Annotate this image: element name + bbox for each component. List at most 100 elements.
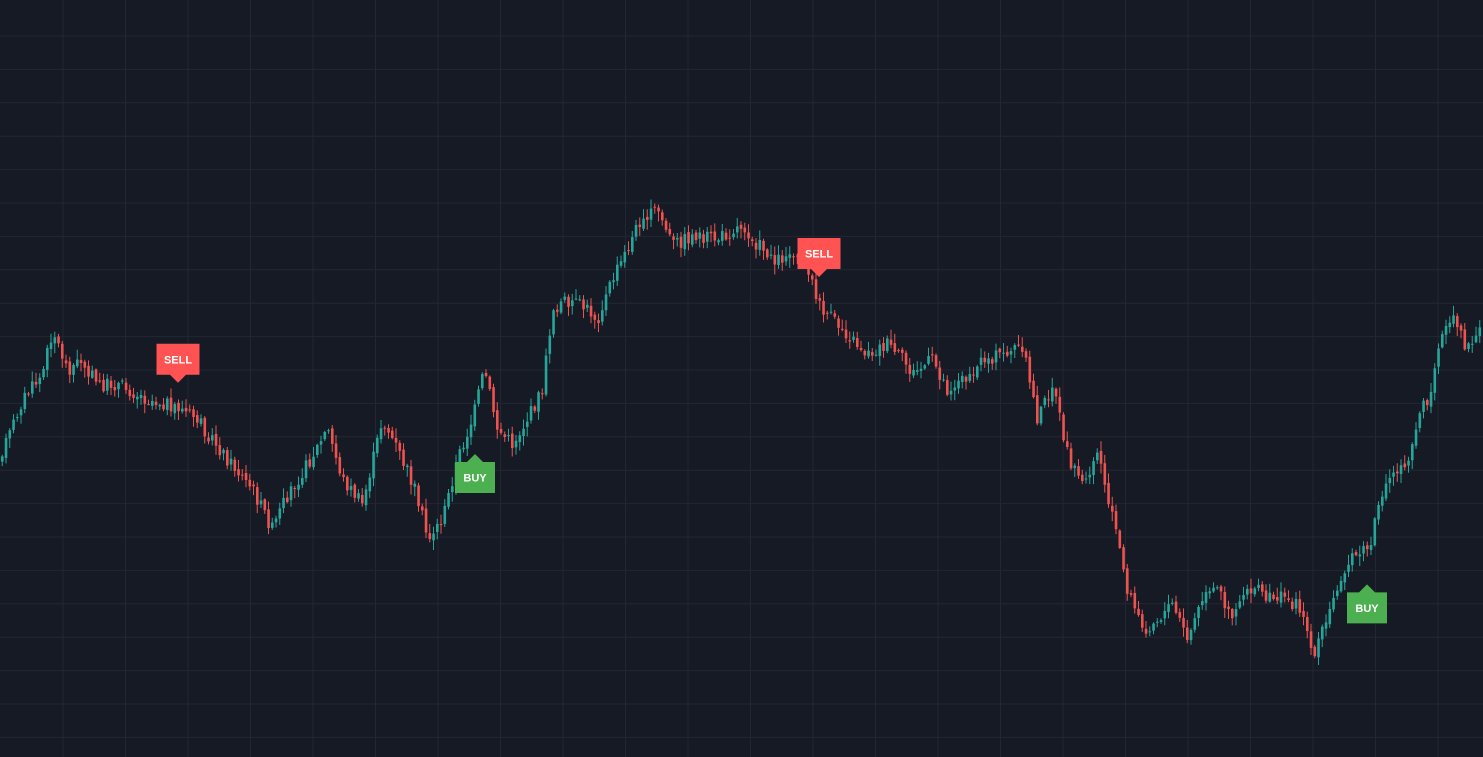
candle-body	[942, 379, 945, 381]
candle-body	[664, 220, 668, 230]
candle-body	[961, 375, 964, 382]
candle-body	[222, 449, 225, 454]
candle-body	[147, 404, 150, 406]
candle-body	[1354, 552, 1358, 556]
candle-body	[169, 397, 173, 412]
candle-body	[462, 447, 465, 450]
candle-body	[874, 354, 878, 356]
candle-body	[1201, 601, 1204, 606]
candle-body	[634, 224, 638, 237]
candle-body	[263, 499, 267, 511]
candle-body	[578, 299, 582, 301]
candle-body	[826, 312, 829, 314]
candle-body	[181, 408, 184, 412]
candle-body	[1253, 588, 1257, 595]
candle-body	[1144, 628, 1148, 634]
candle-body	[1013, 345, 1017, 350]
candle-body	[848, 340, 852, 342]
candle-body	[1351, 553, 1354, 566]
candle-body	[282, 497, 285, 509]
candle-body	[1343, 573, 1347, 583]
candle-body	[1388, 477, 1392, 484]
candle-body	[788, 254, 792, 258]
candle-body	[68, 361, 72, 375]
candle-body	[113, 387, 117, 391]
candle-body	[1287, 598, 1290, 600]
candle-body	[364, 489, 368, 506]
candle-body	[1084, 478, 1088, 480]
candle-body	[548, 335, 552, 354]
candle-body	[762, 240, 765, 251]
candle-body	[1407, 460, 1410, 466]
candle-body	[488, 376, 492, 389]
candle-body	[597, 320, 600, 324]
candle-body	[492, 387, 495, 413]
candle-body	[571, 300, 574, 306]
candle-body	[42, 369, 45, 378]
candle-body	[702, 234, 705, 243]
candle-body	[747, 232, 750, 239]
candle-body	[91, 370, 94, 378]
sell-signal-label: SELL	[164, 354, 192, 366]
candle-body	[818, 298, 822, 301]
candle-body	[481, 374, 484, 389]
candle-body	[983, 357, 987, 363]
candle-body	[867, 350, 870, 357]
candle-body	[207, 437, 210, 442]
candle-body	[64, 360, 68, 364]
candle-body	[1377, 505, 1380, 520]
candle-body	[514, 440, 518, 448]
candle-body	[1096, 452, 1099, 461]
candle-body	[586, 304, 589, 308]
candle-body	[1411, 444, 1414, 461]
candle-body	[394, 437, 398, 443]
candle-body	[87, 365, 90, 377]
candle-body	[537, 392, 540, 412]
candle-body	[214, 433, 218, 446]
candle-body	[1422, 400, 1425, 412]
candle-body	[237, 469, 240, 476]
candle-body	[121, 380, 124, 382]
candle-body	[511, 433, 514, 449]
candle-body	[188, 409, 192, 411]
candle-body	[1163, 610, 1167, 619]
candle-body	[1073, 465, 1077, 469]
candle-body	[477, 389, 480, 404]
candle-body	[792, 256, 795, 258]
candle-body	[61, 343, 64, 359]
candle-body	[297, 484, 300, 490]
candle-body	[856, 338, 859, 347]
candle-body	[1426, 400, 1429, 406]
candle-body	[619, 261, 623, 266]
candle-body	[882, 343, 885, 351]
candle-body	[623, 251, 627, 263]
candle-body	[739, 224, 743, 229]
candle-body	[1178, 612, 1182, 618]
candle-body	[683, 234, 687, 250]
candle-body	[863, 350, 867, 356]
candle-body	[1441, 334, 1444, 348]
candle-body	[1223, 592, 1227, 609]
candle-body	[331, 428, 334, 444]
candle-body	[953, 387, 957, 391]
candle-body	[604, 294, 608, 311]
candle-body	[766, 249, 769, 258]
candle-body	[919, 368, 923, 371]
candle-body	[646, 216, 649, 220]
candle-body	[398, 442, 402, 451]
candle-body	[1036, 395, 1039, 424]
candle-body	[241, 474, 244, 476]
candle-body	[76, 359, 79, 367]
candle-body	[383, 427, 387, 429]
candle-body	[1474, 335, 1478, 343]
candle-body	[1399, 465, 1403, 474]
candle-body	[979, 357, 983, 365]
candle-body	[556, 309, 559, 312]
candle-body	[259, 500, 263, 505]
candle-body	[451, 486, 454, 493]
candle-body	[1276, 597, 1279, 601]
candle-body	[1456, 316, 1459, 328]
candle-body	[1062, 414, 1065, 441]
candle-body	[691, 234, 694, 245]
